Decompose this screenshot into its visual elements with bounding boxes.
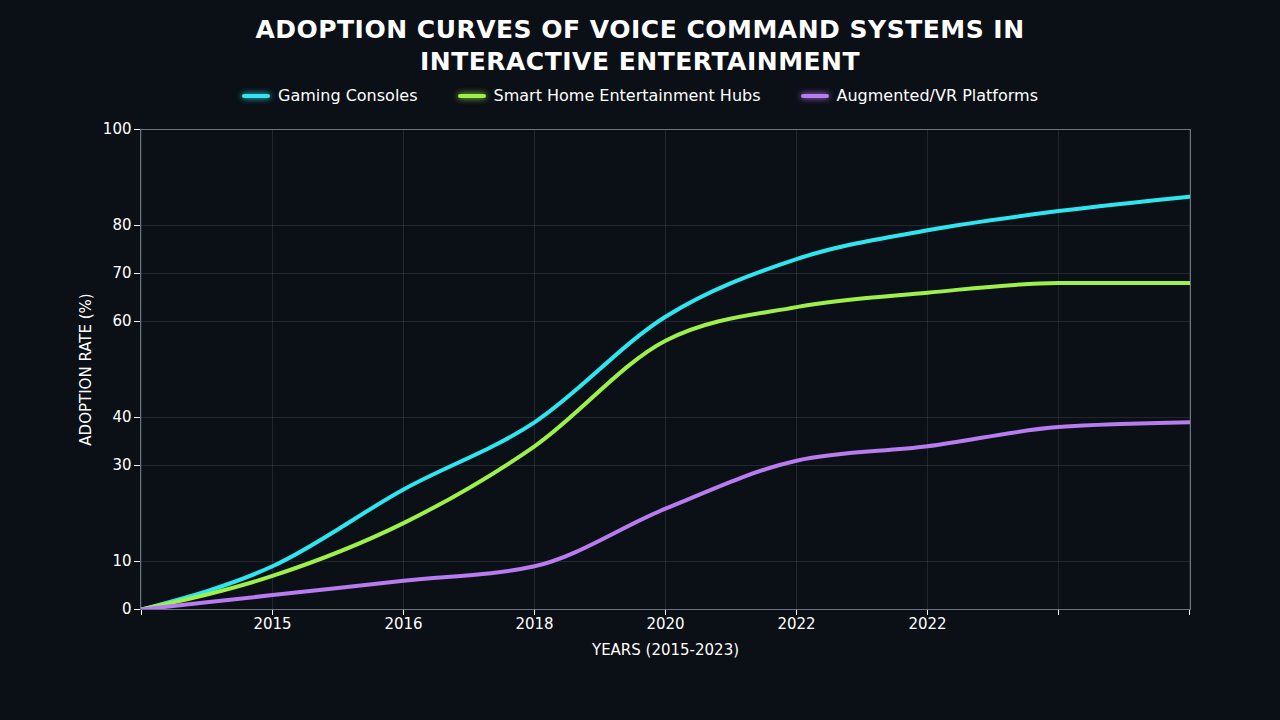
svg-text:YEARS (2015-2023): YEARS (2015-2023)	[591, 641, 739, 659]
svg-text:2015: 2015	[253, 615, 291, 633]
html-text:Gaming Consoles: Gaming Consoles	[278, 86, 418, 105]
svg-text:2022: 2022	[908, 615, 946, 633]
svg-text:70: 70	[112, 264, 131, 282]
svg-text:2016: 2016	[384, 615, 422, 633]
svg-text:10: 10	[112, 552, 131, 570]
svg-text:80: 80	[112, 216, 131, 234]
html-text:Augmented/VR Platforms: Augmented/VR Platforms	[836, 86, 1038, 105]
svg-text:0: 0	[122, 600, 132, 618]
svg-text:2020: 2020	[646, 615, 684, 633]
svg-text:2018: 2018	[515, 615, 553, 633]
svg-text:ADOPTION RATE (%): ADOPTION RATE (%)	[77, 293, 95, 445]
svg-text:60: 60	[112, 312, 131, 330]
html-text:Smart Home Entertainment Hubs: Smart Home Entertainment Hubs	[493, 86, 761, 105]
svg-text:30: 30	[112, 456, 131, 474]
html-text:ADOPTION CURVES OF VOICE COMMA: ADOPTION CURVES OF VOICE COMMAND SYSTEMS…	[255, 15, 1025, 76]
svg-text:2022: 2022	[777, 615, 815, 633]
svg-text:40: 40	[112, 408, 131, 426]
svg-text:100: 100	[103, 120, 132, 138]
